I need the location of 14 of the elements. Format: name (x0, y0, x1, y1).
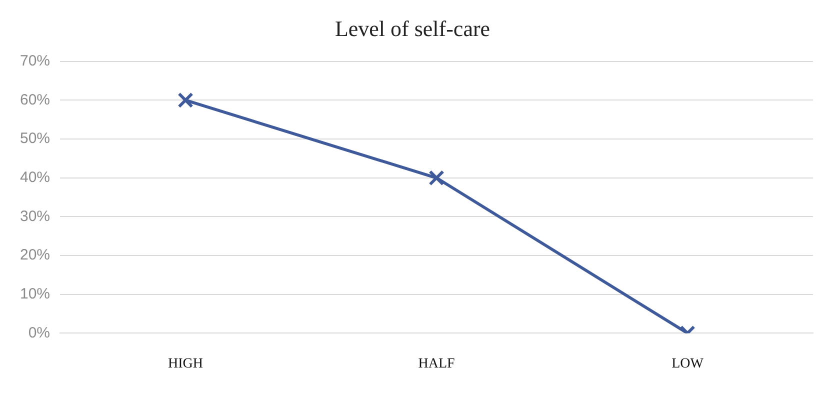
y-tick-label: 30% (20, 208, 50, 225)
point (178, 92, 194, 108)
y-tick-label: 0% (28, 324, 50, 342)
y-tick-label: 60% (20, 91, 50, 108)
x-tick-label: HIGH (168, 356, 204, 372)
y-tick-label: 50% (20, 130, 50, 148)
y-tick-label: 70% (20, 52, 50, 70)
chart-title: Level of self-care (334, 16, 490, 41)
y-tick-label: 40% (20, 169, 50, 186)
x-tick-label: HALF (418, 356, 455, 372)
x-tick-label: LOW (672, 356, 704, 372)
y-tick-label: 20% (20, 246, 50, 264)
y-tick-label: 10% (20, 286, 50, 303)
point (428, 170, 444, 186)
